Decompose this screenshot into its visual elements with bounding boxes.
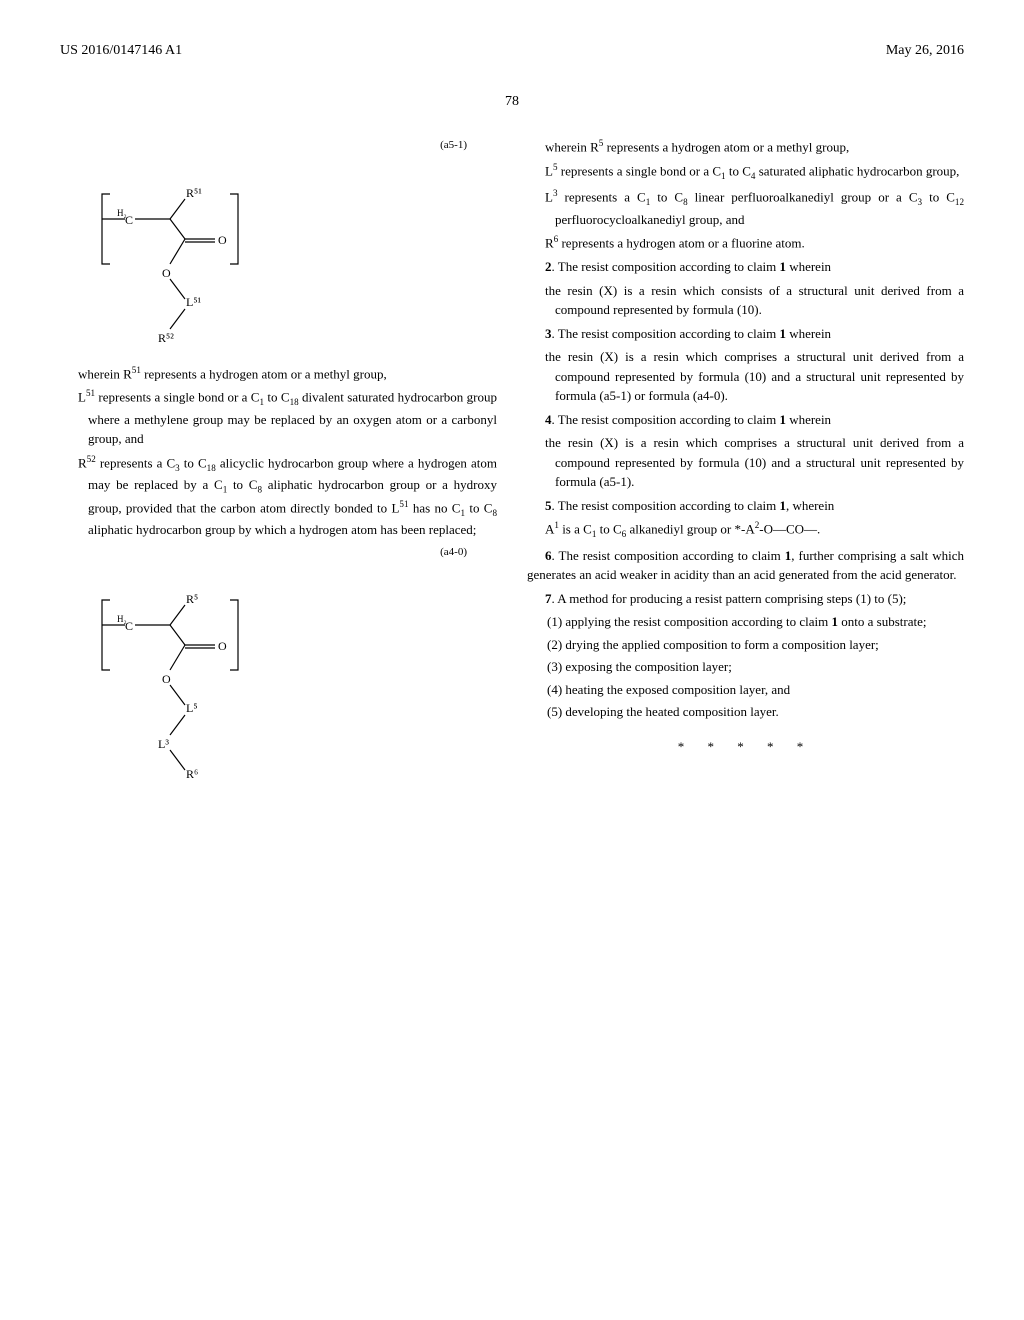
formula-a40: H₂ C R⁵ O O L⁵ L³ xyxy=(60,580,497,780)
formula-label-a40: (a4-0) xyxy=(60,544,497,561)
para-r6: R6 represents a hydrogen atom or a fluor… xyxy=(527,233,964,253)
svg-text:O: O xyxy=(162,672,171,686)
claim-5-head: 5. The resist composition according to c… xyxy=(527,496,964,516)
svg-text:C: C xyxy=(125,213,133,227)
para-r5: wherein R5 represents a hydrogen atom or… xyxy=(527,137,964,157)
claim-4-body: the resin (X) is a resin which comprises… xyxy=(527,433,964,492)
publication-number: US 2016/0147146 A1 xyxy=(60,40,182,61)
claim-3-body: the resin (X) is a resin which comprises… xyxy=(527,347,964,406)
claim-3-head: 3. The resist composition according to c… xyxy=(527,324,964,344)
svg-text:L⁵¹: L⁵¹ xyxy=(186,295,202,309)
publication-date: May 26, 2016 xyxy=(886,40,964,61)
claim-5-body: A1 is a C1 to C6 alkanediyl group or *-A… xyxy=(527,519,964,542)
claim-4-head: 4. The resist composition according to c… xyxy=(527,410,964,430)
para-r52: R52 represents a C3 to C18 alicyclic hyd… xyxy=(60,453,497,540)
formula-a51: H₂ C R⁵¹ O O L⁵¹ xyxy=(60,174,497,344)
claim-6: 6. The resist composition according to c… xyxy=(527,546,964,585)
chemical-structure-a51: H₂ C R⁵¹ O O L⁵¹ xyxy=(90,174,290,344)
para-l51: L51 represents a single bond or a C1 to … xyxy=(60,387,497,449)
svg-text:L⁵: L⁵ xyxy=(186,701,198,715)
page-header: US 2016/0147146 A1 May 26, 2016 xyxy=(60,40,964,61)
right-column: wherein R5 represents a hydrogen atom or… xyxy=(527,137,964,800)
page-number: 78 xyxy=(60,91,964,112)
step-5: (5) developing the heated composition la… xyxy=(527,702,964,722)
left-column: (a5-1) H₂ C R⁵¹ xyxy=(60,137,497,800)
svg-text:O: O xyxy=(218,233,227,247)
end-of-document-marks: * * * * * xyxy=(527,737,964,757)
two-column-layout: (a5-1) H₂ C R⁵¹ xyxy=(60,137,964,800)
step-2: (2) drying the applied composition to fo… xyxy=(527,635,964,655)
svg-text:O: O xyxy=(162,266,171,280)
svg-text:C: C xyxy=(125,619,133,633)
step-3: (3) exposing the composition layer; xyxy=(527,657,964,677)
claim-7-head: 7. A method for producing a resist patte… xyxy=(527,589,964,609)
step-1: (1) applying the resist composition acco… xyxy=(527,612,964,632)
claim-2-body: the resin (X) is a resin which consists … xyxy=(527,281,964,320)
para-l5: L5 represents a single bond or a C1 to C… xyxy=(527,161,964,184)
svg-text:L³: L³ xyxy=(158,737,169,751)
claim-2-head: 2. The resist composition according to c… xyxy=(527,257,964,277)
svg-text:O: O xyxy=(218,639,227,653)
svg-text:R⁵: R⁵ xyxy=(186,592,198,606)
svg-text:R⁵²: R⁵² xyxy=(158,331,174,344)
para-l3: L3 represents a C1 to C8 linear perfluor… xyxy=(527,187,964,229)
svg-text:R⁶: R⁶ xyxy=(186,767,198,780)
para-r51: wherein R51 represents a hydrogen atom o… xyxy=(60,364,497,384)
formula-label-a51: (a5-1) xyxy=(60,137,497,154)
step-4: (4) heating the exposed composition laye… xyxy=(527,680,964,700)
chemical-structure-a40: H₂ C R⁵ O O L⁵ L³ xyxy=(90,580,290,780)
svg-text:R⁵¹: R⁵¹ xyxy=(186,186,202,200)
